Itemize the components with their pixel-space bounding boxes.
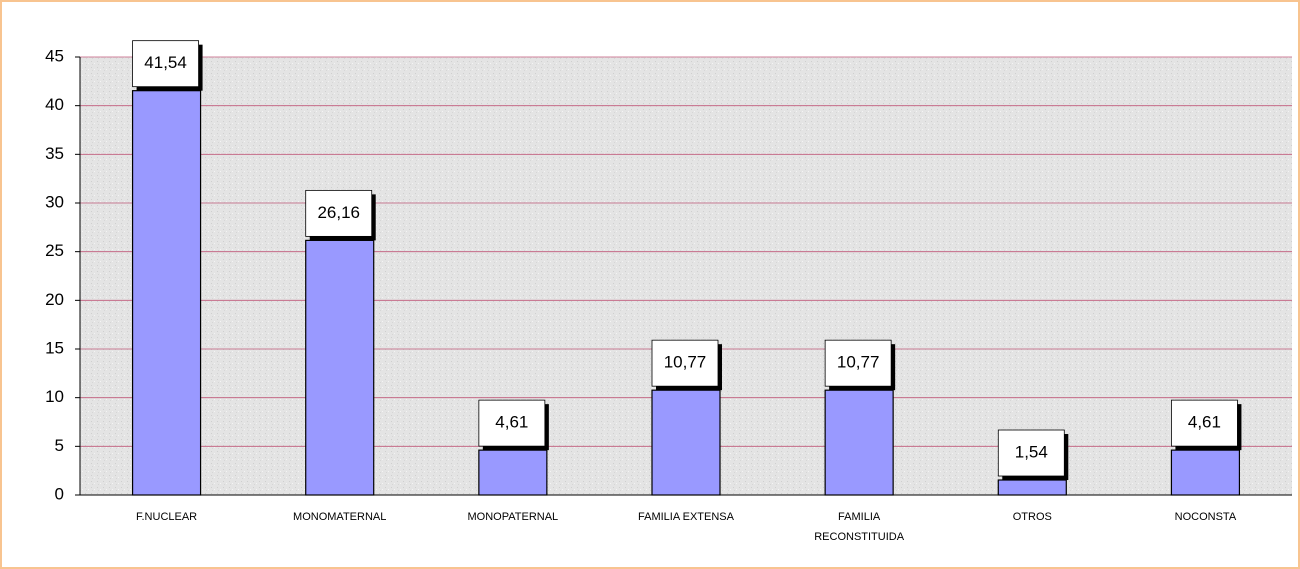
x-tick-label: NOCONSTA — [1174, 511, 1237, 523]
data-label: 4,61 — [1188, 413, 1221, 432]
y-tick-label: 45 — [45, 46, 64, 65]
y-tick-label: 25 — [45, 241, 64, 260]
y-tick-label: 30 — [45, 192, 64, 211]
y-tick-label: 35 — [45, 144, 64, 163]
x-tick-label: F.NUCLEAR — [136, 511, 198, 523]
bar — [1170, 449, 1241, 496]
data-label-box — [651, 339, 719, 387]
x-tick-label: FAMILIA EXTENSA — [638, 511, 734, 523]
data-label: 26,16 — [317, 203, 360, 222]
data-label-box — [824, 339, 892, 387]
data-label: 10,77 — [664, 353, 707, 372]
y-tick-label: 20 — [45, 290, 64, 309]
data-label-box — [305, 189, 373, 237]
y-tick-label: 0 — [55, 484, 64, 503]
bar — [131, 90, 202, 496]
y-tick-label: 15 — [45, 338, 64, 357]
data-label: 10,77 — [837, 353, 880, 372]
bar — [651, 389, 721, 496]
data-label: 41,54 — [144, 53, 187, 72]
x-tick-label: OTROS — [1012, 511, 1052, 523]
x-tick-label: MONOPATERNAL — [467, 511, 559, 523]
data-label-box — [997, 429, 1065, 477]
x-tick-label: MONOMATERNAL — [293, 511, 387, 523]
data-label-box — [132, 40, 199, 88]
bar — [478, 449, 548, 496]
data-label-box — [1171, 399, 1238, 447]
data-label: 1,54 — [1015, 442, 1048, 461]
x-tick-label: FAMILIA RECONSTITUIDA — [814, 511, 905, 543]
bar — [305, 239, 375, 496]
bar — [997, 479, 1067, 496]
bar — [824, 389, 894, 496]
y-tick-label: 5 — [55, 436, 64, 455]
data-label: 4,61 — [495, 413, 528, 432]
data-label-box — [478, 399, 546, 447]
y-tick-label: 40 — [45, 95, 64, 114]
y-tick-label: 10 — [45, 387, 64, 406]
